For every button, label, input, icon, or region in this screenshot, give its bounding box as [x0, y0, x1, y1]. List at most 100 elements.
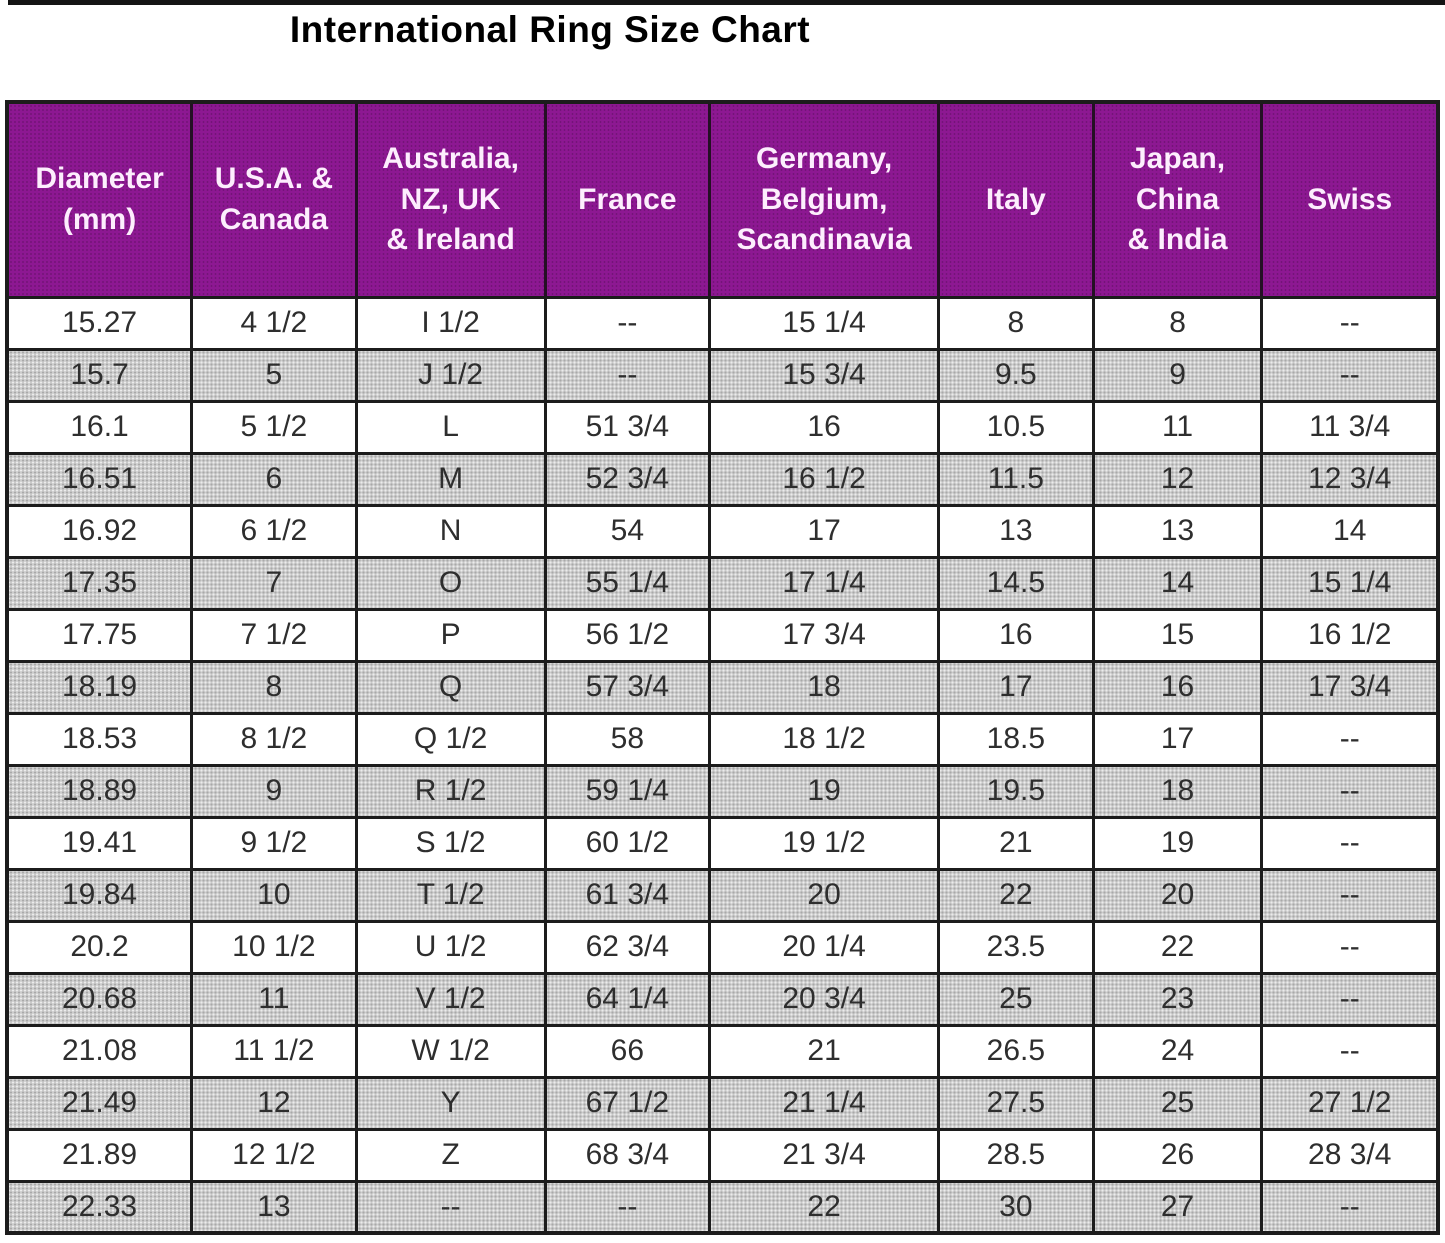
table-cell: 25: [937, 971, 1095, 1027]
table-cell: 15 1/4: [708, 295, 941, 351]
table-cell: 16: [1091, 659, 1264, 715]
table-cell: 19: [708, 763, 941, 819]
table-row: 19.41 9 1/2 S 1/2 60 1/2 19 1/2 21 19 --: [5, 815, 1440, 871]
table-cell: 16.1: [5, 399, 194, 455]
table-cell: 26: [1091, 1127, 1264, 1183]
table-cell: 15: [1091, 607, 1264, 663]
table-cell: 17 3/4: [1260, 659, 1440, 715]
table-cell: --: [354, 1179, 547, 1235]
table-cell: Q 1/2: [354, 711, 547, 767]
table-row: 17.75 7 1/2 P 56 1/2 17 3/4 16 15 16 1/2: [5, 607, 1440, 663]
table-cell: 19: [1091, 815, 1264, 871]
table-cell: 57 3/4: [543, 659, 712, 715]
table-cell: 16 1/2: [1260, 607, 1440, 663]
table-row: 19.84 10 T 1/2 61 3/4 20 22 20 --: [5, 867, 1440, 923]
table-cell: 20 3/4: [708, 971, 941, 1027]
ring-size-table-body: 15.27 4 1/2 I 1/2 -- 15 1/4 8 8 -- 15.7 5 J 1/2 -- 1…: [5, 295, 1440, 1235]
table-cell: 20 1/4: [708, 919, 941, 975]
page-title: International Ring Size Chart: [289, 9, 811, 50]
table-cell: 20: [1091, 867, 1264, 923]
table-cell: J 1/2: [354, 347, 547, 403]
table-cell: 10 1/2: [190, 919, 358, 975]
table-cell: 12 1/2: [190, 1127, 358, 1183]
table-row: 16.92 6 1/2 N 54 17 13 13 14: [5, 503, 1440, 559]
table-cell: 17.35: [5, 555, 194, 611]
table-row: 16.51 6 M 52 3/4 16 1/2 11.5 12 12 3/4: [5, 451, 1440, 507]
table-cell: 59 1/4: [543, 763, 712, 819]
table-cell: 14: [1260, 503, 1440, 559]
table-row: 16.1 5 1/2 L 51 3/4 16 10.5 11 11 3/4: [5, 399, 1440, 455]
table-header-row: Diameter (mm) U.S.A. & Canada Australia,…: [5, 100, 1440, 299]
table-cell: 17: [708, 503, 941, 559]
table-cell: 22: [708, 1179, 941, 1235]
table-cell: M: [354, 451, 547, 507]
table-cell: 17: [937, 659, 1095, 715]
table-cell: N: [354, 503, 547, 559]
table-cell: 11.5: [937, 451, 1095, 507]
ring-size-table: Diameter (mm) U.S.A. & Canada Australia,…: [5, 100, 1440, 1235]
table-cell: --: [1260, 763, 1440, 819]
table-cell: 10: [190, 867, 358, 923]
table-row: 21.49 12 Y 67 1/2 21 1/4 27.5 25 27 1/2: [5, 1075, 1440, 1131]
table-cell: 9 1/2: [190, 815, 358, 871]
table-cell: 20.2: [5, 919, 194, 975]
table-cell: 11 1/2: [190, 1023, 358, 1079]
table-cell: --: [543, 1179, 712, 1235]
column-header-france: France: [543, 100, 712, 299]
column-header-japan-china-india: Japan, China & India: [1091, 100, 1264, 299]
table-cell: 6: [190, 451, 358, 507]
table-cell: --: [1260, 971, 1440, 1027]
table-cell: Z: [354, 1127, 547, 1183]
table-cell: 52 3/4: [543, 451, 712, 507]
table-cell: 13: [190, 1179, 358, 1235]
table-cell: 60 1/2: [543, 815, 712, 871]
table-cell: 9: [1091, 347, 1264, 403]
column-header-swiss: Swiss: [1260, 100, 1440, 299]
table-cell: 64 1/4: [543, 971, 712, 1027]
table-cell: 17 1/4: [708, 555, 941, 611]
table-cell: 22: [1091, 919, 1264, 975]
table-cell: Q: [354, 659, 547, 715]
table-cell: 14.5: [937, 555, 1095, 611]
table-cell: 27 1/2: [1260, 1075, 1440, 1131]
table-row: 20.68 11 V 1/2 64 1/4 20 3/4 25 23 --: [5, 971, 1440, 1027]
table-cell: 16.51: [5, 451, 194, 507]
column-header-australia-nz-uk-ireland: Australia, NZ, UK & Ireland: [354, 100, 547, 299]
table-cell: 16: [708, 399, 941, 455]
table-row: 18.19 8 Q 57 3/4 18 17 16 17 3/4: [5, 659, 1440, 715]
table-cell: Y: [354, 1075, 547, 1131]
table-header: Diameter (mm) U.S.A. & Canada Australia,…: [5, 100, 1440, 299]
table-cell: 5: [190, 347, 358, 403]
table-cell: 23.5: [937, 919, 1095, 975]
table-cell: W 1/2: [354, 1023, 547, 1079]
table-cell: 58: [543, 711, 712, 767]
table-cell: 18.53: [5, 711, 194, 767]
table-cell: 12: [190, 1075, 358, 1131]
column-header-diameter: Diameter (mm): [5, 100, 194, 299]
table-cell: 61 3/4: [543, 867, 712, 923]
table-cell: R 1/2: [354, 763, 547, 819]
table-cell: 13: [937, 503, 1095, 559]
table-cell: 8: [1091, 295, 1264, 351]
table-cell: 16 1/2: [708, 451, 941, 507]
table-cell: 19 1/2: [708, 815, 941, 871]
table-cell: --: [1260, 1179, 1440, 1235]
table-cell: P: [354, 607, 547, 663]
table-cell: 19.5: [937, 763, 1095, 819]
table-cell: 21: [708, 1023, 941, 1079]
table-row: 21.89 12 1/2 Z 68 3/4 21 3/4 28.5 26 28 3/4: [5, 1127, 1440, 1183]
table-cell: --: [1260, 295, 1440, 351]
table-cell: --: [1260, 347, 1440, 403]
table-cell: 15 3/4: [708, 347, 941, 403]
table-cell: 11: [190, 971, 358, 1027]
table-cell: 17 3/4: [708, 607, 941, 663]
table-cell: --: [543, 347, 712, 403]
table-cell: 15.7: [5, 347, 194, 403]
table-cell: T 1/2: [354, 867, 547, 923]
table-cell: 55 1/4: [543, 555, 712, 611]
table-cell: 14: [1091, 555, 1264, 611]
table-cell: 26.5: [937, 1023, 1095, 1079]
table-row: 15.7 5 J 1/2 -- 15 3/4 9.5 9 --: [5, 347, 1440, 403]
table-cell: 8 1/2: [190, 711, 358, 767]
table-cell: 28 3/4: [1260, 1127, 1440, 1183]
